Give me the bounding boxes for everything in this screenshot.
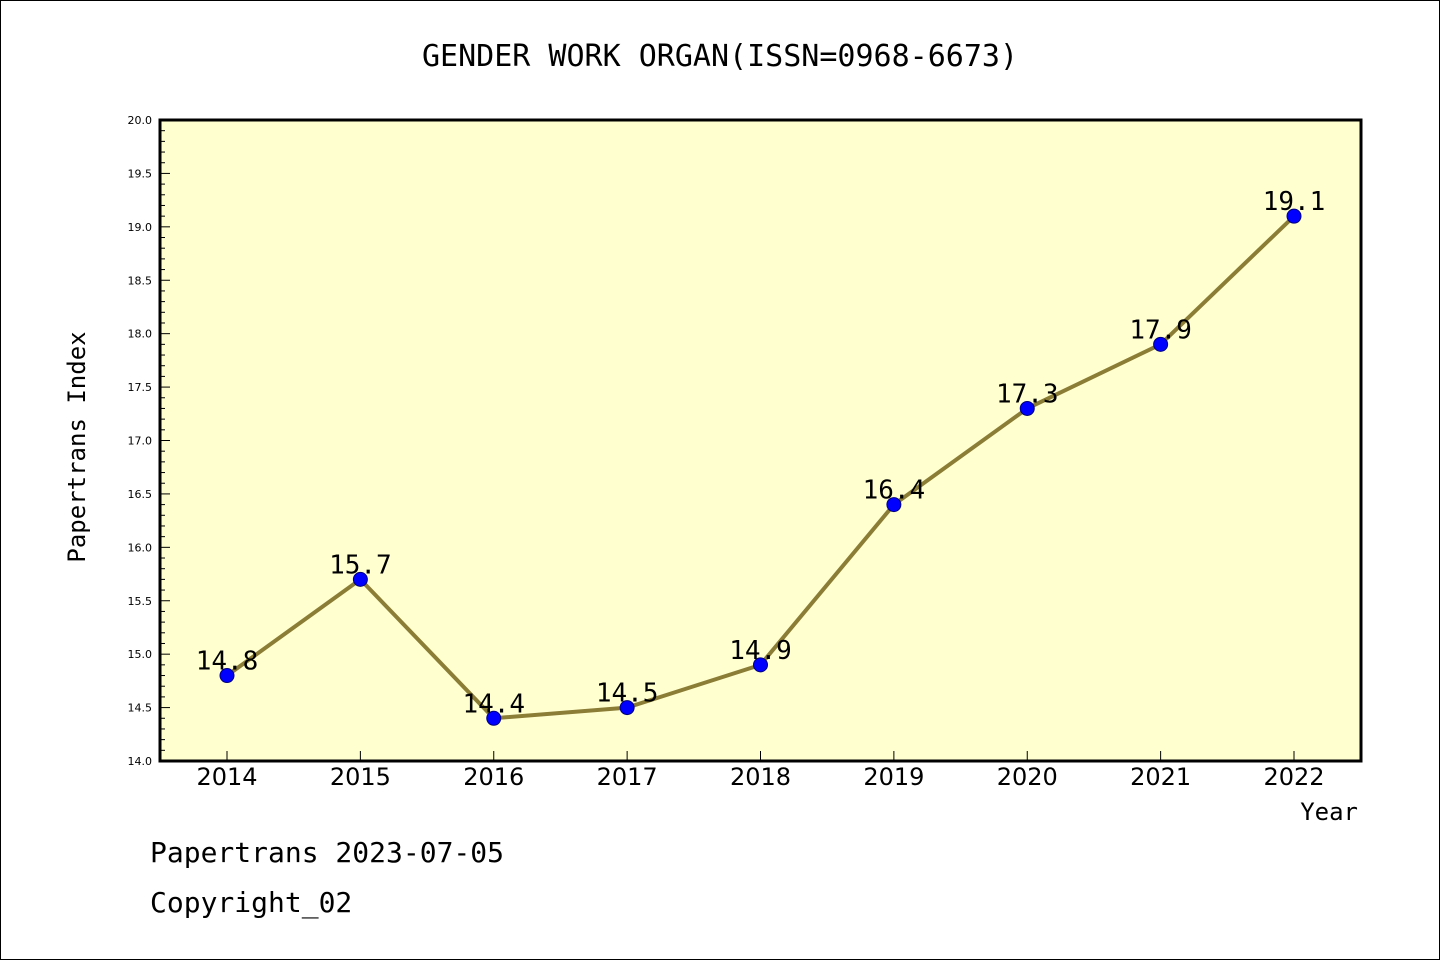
- x-tick-label: 2017: [597, 763, 658, 791]
- x-axis: 2014 2015 2016 2017 2018 2019 2020 2021 2022: [196, 751, 1325, 791]
- footer-date: Papertrans 2023-07-05: [150, 836, 505, 869]
- y-tick-label: 16.5: [128, 488, 153, 501]
- data-label: 14.4: [462, 689, 525, 719]
- y-tick-label: 19.0: [128, 221, 153, 234]
- y-tick-label: 17.5: [128, 381, 153, 394]
- x-tick-label: 2016: [463, 763, 524, 791]
- y-tick-label: 18.0: [128, 328, 153, 341]
- y-tick-label: 14.0: [128, 755, 153, 768]
- data-point: [619, 700, 635, 716]
- data-markers: [219, 208, 1302, 726]
- data-point: [886, 497, 902, 513]
- data-point: [219, 668, 235, 684]
- y-tick-label: 17.0: [128, 435, 153, 448]
- data-point: [753, 657, 768, 673]
- data-point: [352, 571, 368, 587]
- data-labels: 14.8 15.7 14.4 14.5 14.9 16.4 17.3 17.9 19.1: [196, 187, 1326, 719]
- x-tick-label: 2019: [863, 763, 924, 791]
- y-tick-label: 18.5: [128, 274, 153, 287]
- data-point: [1019, 400, 1035, 416]
- x-axis-label: Year: [1300, 798, 1358, 826]
- x-tick-label: 2015: [330, 763, 391, 791]
- y-tick-label: 15.0: [128, 648, 153, 661]
- data-label: 14.9: [729, 636, 792, 666]
- y-tick-label: 19.5: [128, 167, 153, 180]
- data-label: 16.4: [863, 476, 926, 506]
- x-tick-label: 2018: [730, 763, 791, 791]
- y-tick-label: 14.5: [128, 702, 153, 715]
- x-tick-label: 2021: [1130, 763, 1191, 791]
- data-label: 17.3: [996, 379, 1059, 409]
- data-point: [486, 710, 502, 726]
- data-label: 17.9: [1129, 315, 1192, 345]
- data-point: [1153, 336, 1169, 352]
- x-tick-label: 2022: [1263, 763, 1324, 791]
- footer-copyright: Copyright_02: [150, 886, 353, 919]
- data-point: [1286, 208, 1302, 224]
- data-label: 14.8: [196, 647, 259, 677]
- data-label: 15.7: [329, 550, 392, 580]
- plot-area: [158, 118, 1363, 763]
- x-tick-label: 2020: [997, 763, 1058, 791]
- data-label: 19.1: [1263, 187, 1326, 217]
- data-label: 14.5: [596, 679, 659, 709]
- y-tick-label: 16.0: [128, 541, 153, 554]
- y-axis: 14.0 14.5 15.0 15.5 16.0 16.5 17.0 17.5 18.0 18.5…: [128, 114, 170, 768]
- y-tick-label: 20.0: [128, 114, 153, 127]
- x-tick-label: 2014: [196, 763, 257, 791]
- y-axis-label: Papertrans Index: [63, 331, 91, 562]
- chart-title: GENDER WORK ORGAN(ISSN=0968-6673): [422, 39, 1018, 74]
- y-tick-label: 15.5: [128, 595, 153, 608]
